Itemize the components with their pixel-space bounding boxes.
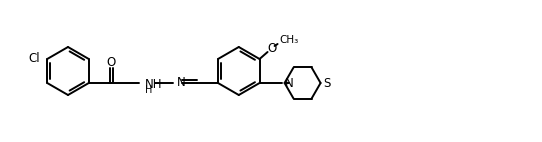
Text: O: O [267,41,276,55]
Text: CH₃: CH₃ [279,35,298,45]
Text: Cl: Cl [29,52,40,64]
Text: N: N [285,77,293,89]
Text: N: N [177,76,185,88]
Text: O: O [107,56,116,68]
Text: H: H [145,85,152,95]
Text: NH: NH [145,78,162,90]
Text: S: S [323,77,330,89]
